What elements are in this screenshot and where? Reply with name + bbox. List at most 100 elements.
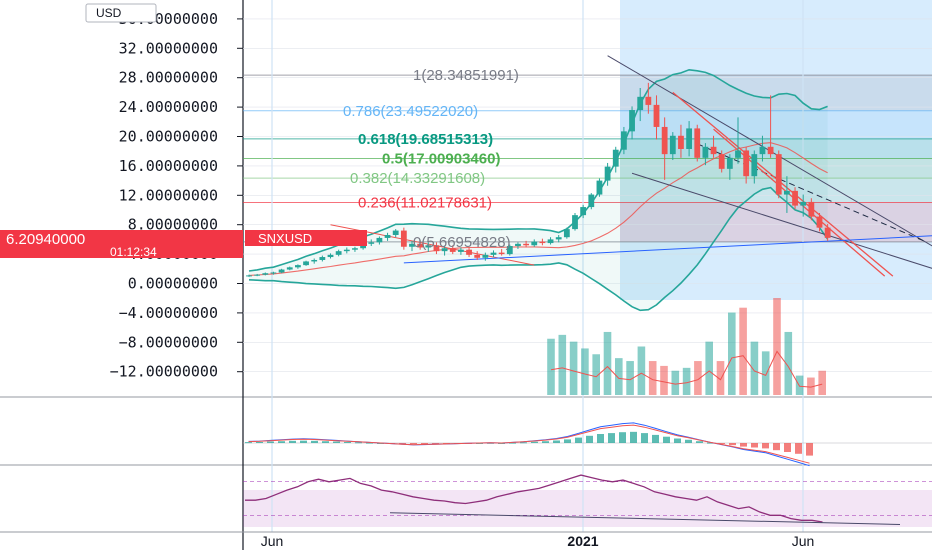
candle-body [653, 104, 660, 127]
candle-body [409, 243, 415, 247]
macd-histogram-bar [575, 437, 582, 443]
candle-body [718, 154, 725, 169]
volume-bar [581, 348, 589, 395]
volume-bar [569, 341, 578, 395]
macd-histogram-bar [564, 439, 571, 443]
candle-body [360, 243, 366, 249]
fib-level-label: 0.618(19.68515313) [358, 131, 493, 148]
currency-button[interactable] [85, 3, 157, 23]
candle-body [311, 259, 318, 262]
red-wedge-line [713, 128, 886, 277]
macd-histogram-bar [278, 441, 285, 443]
candle-body [563, 229, 570, 238]
macd-histogram-bar [608, 433, 615, 443]
volume-bar [694, 361, 702, 395]
candle-body [498, 252, 505, 255]
volume-bar [750, 341, 759, 395]
candle-body [246, 275, 252, 277]
volume-bar [716, 361, 725, 395]
candle-body [588, 194, 595, 208]
volume-bar [784, 331, 793, 395]
fib-level-label: 0.382(14.33291608) [350, 170, 485, 187]
candle-body [449, 248, 456, 252]
candle-body [417, 243, 424, 248]
volume-bar [603, 331, 612, 395]
volume-bar [558, 334, 567, 395]
volume-bar [671, 370, 680, 395]
candle-body [596, 180, 603, 195]
volume-bar [705, 341, 713, 395]
volume-bar [682, 367, 691, 395]
price-tick-label: −4.00000000 [119, 304, 218, 322]
candle-body [735, 150, 741, 158]
fib-level-label: 1(28.34851991) [413, 67, 519, 84]
dashed-trendline [697, 143, 926, 243]
candle-body [775, 154, 782, 195]
macd-histogram-bar [520, 442, 527, 444]
candle-body [645, 96, 652, 105]
candle-body [743, 150, 750, 177]
candle-body [816, 216, 823, 228]
time-tick-label: 2021 [567, 533, 598, 549]
price-tick-label: 32.00000000 [119, 39, 218, 57]
volume-bar [592, 354, 600, 395]
macd-histogram-bar [663, 436, 670, 443]
macd-histogram-bar [553, 440, 560, 443]
bollinger-fill [249, 69, 828, 311]
macd-histogram-bar [773, 443, 780, 451]
time-tick-label: Jun [792, 533, 815, 549]
macd-histogram-bar [289, 440, 296, 443]
candle-body [637, 96, 644, 111]
macd-histogram-bar [311, 440, 318, 443]
macd-signal-line [248, 424, 810, 464]
candle-body [327, 254, 334, 258]
macd-histogram-bar [333, 441, 340, 443]
candle-body [441, 248, 448, 252]
macd-histogram-bar [542, 441, 549, 443]
candle-body [604, 166, 611, 181]
candle-body [482, 254, 489, 258]
candle-body [384, 234, 391, 238]
macd-histogram-bar [366, 442, 373, 444]
volume-bar [728, 312, 736, 395]
symbol-badge-label: SNXUSD [258, 231, 312, 246]
bollinger-lower [248, 186, 829, 312]
candle-body [400, 230, 407, 247]
fib-level-label: 0.5(17.00903460) [382, 150, 500, 167]
symbol-badge[interactable] [245, 230, 367, 246]
macd-histogram-bar [806, 443, 813, 456]
candle-body [506, 246, 513, 255]
macd-histogram-bar [531, 441, 538, 443]
candle-body [254, 274, 261, 276]
macd-histogram-bar [410, 443, 417, 445]
macd-histogram-bar [729, 443, 736, 446]
macd-histogram-bar [685, 439, 692, 443]
macd-histogram-bar [740, 443, 747, 447]
macd-histogram-bar [630, 431, 637, 443]
candle-body [621, 131, 627, 150]
price-tick-label: 20.00000000 [119, 128, 218, 146]
rsi-band [243, 490, 932, 527]
volume-bar [773, 298, 781, 395]
candle-body [686, 128, 692, 149]
macd-histogram-bar [718, 443, 725, 444]
fib-band [620, 110, 932, 139]
candle-body [669, 135, 676, 155]
red-wedge-line [672, 91, 894, 277]
macd-histogram-bar [586, 435, 593, 443]
blue-support-line [403, 235, 932, 264]
price-tick-label: 16.00000000 [119, 157, 218, 175]
macd-histogram-bar [322, 441, 329, 443]
candle-body [726, 157, 733, 169]
macd-histogram-bar [256, 441, 263, 443]
last-price-tag [0, 230, 243, 258]
macd-histogram-bar [674, 438, 681, 443]
candle-body [531, 241, 538, 246]
candle-body [784, 190, 790, 195]
macd-histogram-bar [652, 434, 659, 443]
macd-histogram-bar [432, 443, 439, 444]
price-tick-label: 12.00000000 [119, 186, 218, 204]
candle-body [694, 128, 701, 158]
